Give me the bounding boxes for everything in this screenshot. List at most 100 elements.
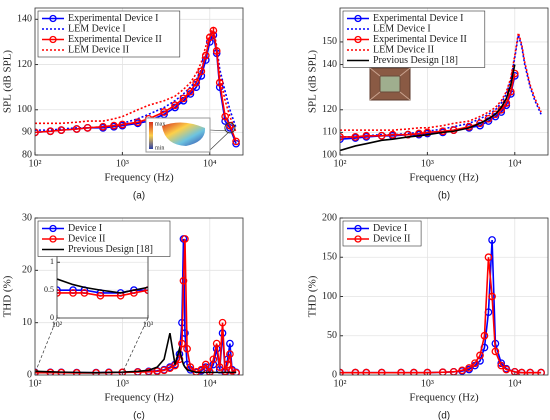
data-point — [57, 126, 66, 134]
colorbar — [149, 122, 153, 149]
legend-label: LEM Device I — [68, 23, 126, 34]
legend-label: Previous Design [18] — [68, 244, 153, 255]
x-tick-label: 10² — [52, 320, 63, 329]
data-point — [476, 119, 484, 128]
y-tick-label: 50 — [327, 330, 337, 341]
y-tick-label: 0 — [50, 313, 54, 322]
data-point — [226, 339, 234, 348]
device-photo — [379, 75, 401, 93]
x-axis-label: Frequency (Hz) — [104, 392, 174, 404]
x-tick-label: 10³ — [143, 320, 154, 329]
data-point — [246, 231, 252, 237]
x-tick-label: 10³ — [116, 158, 129, 169]
y-tick-label: 90 — [22, 127, 32, 138]
x-tick-label: 10³ — [421, 378, 434, 389]
data-point — [186, 87, 195, 96]
data-point — [404, 130, 412, 139]
subplot-label: (b) — [438, 191, 450, 202]
data-point — [491, 347, 500, 356]
data-point — [179, 94, 188, 103]
data-point — [221, 112, 230, 121]
x-axis-label: Frequency (Hz) — [409, 392, 479, 404]
data-point — [218, 318, 227, 327]
data-point — [423, 128, 432, 137]
series-layer — [57, 92, 269, 300]
series-line — [340, 64, 516, 152]
x-tick-label: 10³ — [116, 378, 129, 389]
series-line — [35, 26, 237, 133]
data-point — [388, 130, 397, 139]
data-point — [240, 203, 246, 209]
callout — [209, 129, 226, 132]
axes-frame — [34, 217, 244, 376]
series-layer — [340, 32, 542, 152]
data-point — [144, 368, 153, 375]
data-point — [246, 259, 252, 265]
y-axis-label: THD (%) — [307, 275, 319, 317]
callout — [209, 132, 229, 151]
data-point — [362, 368, 371, 375]
legend-marker — [49, 35, 57, 44]
data-point — [517, 368, 526, 375]
data-point — [415, 129, 423, 138]
data-point — [183, 344, 191, 353]
y-tick-label: 120 — [322, 104, 337, 115]
subplot: 100 110 120 140 150 10² 10³ 10⁴ Frequency (Hz) SP… — [307, 7, 549, 202]
data-point — [254, 203, 260, 209]
data-point — [181, 235, 189, 243]
data-point — [465, 364, 473, 372]
legend-marker — [49, 14, 57, 23]
x-tick-label: 10⁴ — [508, 378, 522, 389]
subplot-label: (a) — [133, 191, 145, 202]
y-tick-label: 140 — [17, 14, 32, 25]
data-point — [153, 367, 162, 375]
series-layer — [35, 235, 240, 375]
y-tick-label: 140 — [322, 59, 337, 70]
data-point — [99, 122, 107, 131]
x-tick-label: 10³ — [421, 158, 434, 169]
data-point — [209, 355, 218, 364]
data-point — [46, 127, 55, 136]
y-axis-label: SPL (dB SPL) — [2, 50, 14, 114]
data-point — [72, 125, 81, 133]
data-point — [410, 368, 418, 375]
series-line — [57, 278, 148, 294]
y-tick-label: 30 — [22, 212, 32, 223]
x-tick-label: 10⁴ — [508, 158, 522, 169]
zoom-guide — [122, 317, 149, 374]
y-tick-label: 200 — [322, 212, 337, 223]
data-point — [484, 253, 493, 262]
y-tick-label: 100 — [322, 291, 337, 302]
legend-label: Device I — [373, 223, 407, 234]
data-point — [377, 131, 386, 140]
data-point — [212, 339, 221, 348]
axes-frame — [34, 7, 244, 156]
data-point — [171, 101, 179, 110]
data-point — [476, 351, 484, 360]
data-point — [257, 92, 263, 98]
device-photo — [369, 67, 411, 101]
x-tick-label: 10² — [29, 158, 42, 169]
data-point — [179, 276, 188, 285]
data-point — [201, 51, 210, 60]
data-point — [200, 203, 206, 209]
data-point — [497, 361, 506, 370]
data-point — [537, 368, 545, 375]
data-point — [484, 114, 493, 123]
y-tick-label: 100 — [322, 149, 337, 160]
data-point — [228, 366, 236, 375]
subplot-label: (c) — [133, 411, 145, 420]
legend-label: Experimental Device I — [68, 13, 159, 24]
series-line — [35, 332, 237, 374]
data-point — [259, 259, 265, 265]
data-point — [252, 276, 258, 282]
data-point — [178, 339, 186, 348]
data-point — [263, 287, 269, 293]
data-point — [223, 360, 232, 369]
subplot-label: (d) — [438, 411, 450, 420]
data-point — [57, 286, 61, 294]
subplot: 80 90 100 120 140 10² 10³ 10⁴ Frequency (Hz) SPL … — [2, 7, 244, 202]
data-point — [259, 270, 265, 276]
